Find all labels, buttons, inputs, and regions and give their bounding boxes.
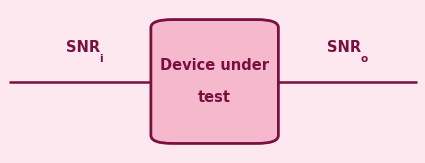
Text: test: test [198, 90, 231, 105]
Text: i: i [99, 54, 103, 64]
Text: SNR: SNR [66, 40, 100, 55]
Text: o: o [360, 54, 368, 64]
Text: Device under: Device under [160, 58, 269, 73]
FancyBboxPatch shape [151, 20, 278, 143]
Text: SNR: SNR [327, 40, 361, 55]
